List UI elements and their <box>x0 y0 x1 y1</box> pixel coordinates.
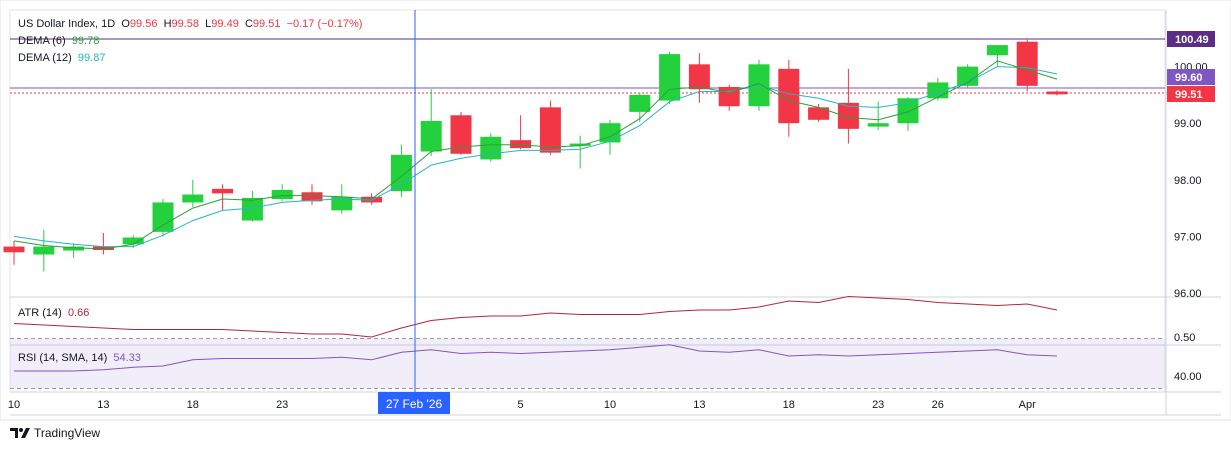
atr-legend: ATR (14) 0.66 <box>18 306 89 320</box>
price-tick-label: 96.00 <box>1174 288 1202 300</box>
candle-body <box>539 107 561 153</box>
candle-body <box>1016 41 1038 86</box>
last-price-badge-bg <box>1167 86 1215 102</box>
candle-body <box>63 246 85 251</box>
candle-body <box>92 246 114 250</box>
time-tick-label: 13 <box>97 399 109 411</box>
candle-body <box>957 66 979 86</box>
candle-body <box>867 123 889 127</box>
rsi-legend: RSI (14, SMA, 14) 54.33 <box>18 351 141 365</box>
atr-tick-label: 0.50 <box>1174 332 1195 344</box>
high-price-badge: 100.49 <box>1175 34 1209 46</box>
candle-body <box>450 115 472 154</box>
rsi-band <box>10 338 1165 389</box>
dema6-legend: DEMA (6) 99.78 <box>18 34 99 48</box>
candle-body <box>897 98 919 124</box>
crosshair-date-bg <box>378 392 450 414</box>
dema6-line <box>13 60 1058 250</box>
low-value: 99.49 <box>211 18 239 30</box>
rsi-pane <box>10 338 1165 389</box>
close-label: C <box>244 18 253 30</box>
candle-body <box>3 246 25 253</box>
ohlc-legend: US Dollar Index, 1D O99.56 H99.58 L99.49… <box>18 17 362 31</box>
candle-body <box>808 107 830 120</box>
candle-body <box>212 188 234 194</box>
high-value: 99.58 <box>171 18 200 30</box>
candle-body <box>122 237 144 245</box>
dema-lines <box>13 60 1058 250</box>
atr-value: 0.66 <box>67 307 90 319</box>
candle-body <box>152 202 174 232</box>
candle-body <box>420 120 442 152</box>
candle-body <box>271 189 293 200</box>
tradingview-logo-icon <box>10 428 30 438</box>
candle-body <box>837 102 859 129</box>
time-tick-label: 23 <box>872 399 884 411</box>
time-tick-label: Apr <box>1019 399 1036 411</box>
candle-body <box>241 197 263 221</box>
price-reference-lines <box>10 38 1165 94</box>
candle-body <box>361 196 383 203</box>
candle-body <box>629 94 651 112</box>
candle-body <box>986 45 1008 56</box>
candles <box>3 38 1068 272</box>
high-price-badge-bg <box>1167 31 1215 47</box>
candle-body <box>301 192 323 202</box>
dema12-label: DEMA (12) <box>18 52 72 64</box>
symbol-title: US Dollar Index, 1D <box>18 18 116 30</box>
atr-label: ATR (14) <box>18 307 62 319</box>
candle-body <box>569 143 591 146</box>
candle-body <box>748 64 770 107</box>
candle-body <box>33 246 55 255</box>
crosshair-date-label: 27 Feb '26 <box>386 397 443 411</box>
time-tick-label: 26 <box>932 399 944 411</box>
dema12-value: 99.87 <box>77 52 106 64</box>
time-tick-label: 18 <box>783 399 795 411</box>
time-tick-label: 18 <box>187 399 199 411</box>
rsi-line <box>14 344 1058 372</box>
candle-body <box>688 64 710 90</box>
candle-body <box>480 136 502 160</box>
time-tick-label: 10 <box>8 399 20 411</box>
footer: TradingView <box>10 426 100 440</box>
candle-body <box>510 140 532 149</box>
open-label: O <box>121 18 130 30</box>
time-tick-label: 23 <box>276 399 288 411</box>
candle-body <box>182 194 204 203</box>
last-price-badge: 99.51 <box>1175 89 1203 101</box>
brand-name: TradingView <box>34 426 101 440</box>
rsi-value: 54.33 <box>113 352 141 364</box>
dema-price-badge-bg <box>1167 69 1215 85</box>
dema12-line <box>13 66 1058 248</box>
rsi-label: RSI (14, SMA, 14) <box>18 352 108 364</box>
open-value: 99.56 <box>129 18 158 30</box>
candle-body <box>390 154 412 192</box>
time-tick-label: 10 <box>604 399 616 411</box>
candle-body <box>599 123 621 143</box>
dema12-legend: DEMA (12) 99.87 <box>18 51 105 65</box>
price-tick-label: 98.00 <box>1174 175 1202 187</box>
price-tick-label: 99.00 <box>1174 118 1202 130</box>
dema6-value: 99.78 <box>71 35 100 47</box>
time-tick-label: 13 <box>693 399 705 411</box>
atr-pane <box>13 295 1058 338</box>
candle-body <box>1046 91 1068 95</box>
axes: 96.0097.0098.0099.00100.000.5040.00100.4… <box>8 31 1215 414</box>
high-label: H <box>163 18 172 30</box>
candle-body <box>778 68 800 124</box>
candle-body <box>659 54 681 101</box>
change-value: −0.17 (−0.17%) <box>286 18 363 30</box>
low-label: L <box>205 18 212 30</box>
time-tick-label: 5 <box>518 399 524 411</box>
grid <box>0 0 1231 421</box>
close-value: 99.51 <box>252 18 281 30</box>
dema-price-badge: 99.60 <box>1175 72 1203 84</box>
rsi-tick-label: 40.00 <box>1174 371 1202 383</box>
outer-frame <box>0 0 1231 421</box>
price-tick-label: 97.00 <box>1174 231 1202 243</box>
candle-body <box>331 196 353 211</box>
dema6-label: DEMA (6) <box>18 35 66 47</box>
atr-line <box>13 295 1058 338</box>
